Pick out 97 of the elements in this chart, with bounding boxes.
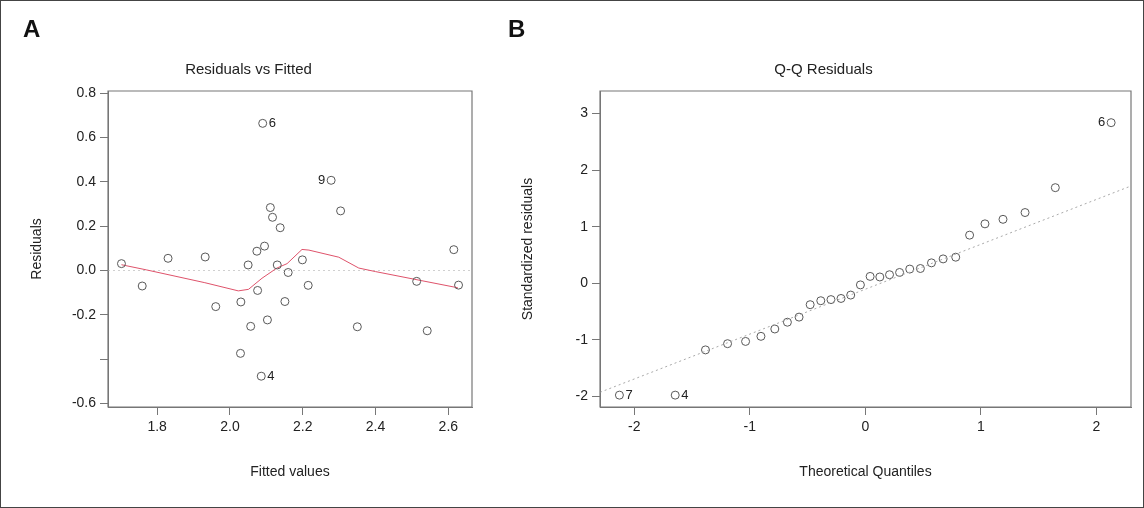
point <box>915 264 925 273</box>
point <box>265 203 275 213</box>
annotation: 9 <box>317 171 326 187</box>
point <box>905 264 915 274</box>
y-tick-label: -0.2 <box>71 305 97 322</box>
point <box>454 280 464 290</box>
text: B <box>508 15 526 43</box>
x-tick-label: 1 <box>976 418 985 435</box>
point <box>980 219 990 229</box>
x-tick-label: 0 <box>861 418 870 435</box>
x-tick-label: 1.8 <box>147 418 168 435</box>
point <box>336 206 346 216</box>
point <box>422 326 432 336</box>
point <box>1050 183 1060 193</box>
y-axis-title: Residuals <box>28 218 45 280</box>
point <box>260 241 270 251</box>
chart-title: Q-Q Residuals <box>774 60 873 78</box>
annotation: 7 <box>625 386 633 402</box>
annotation: 6 <box>268 114 276 130</box>
y-axis-title: Standardized residuals <box>519 177 536 321</box>
y-tick-label: 0.6 <box>76 128 97 145</box>
text: A <box>23 15 41 43</box>
y-tick-label: 0.2 <box>76 217 97 234</box>
annotation: 4 <box>681 386 689 402</box>
x-tick-label: -1 <box>743 418 757 435</box>
x-tick-label: 2 <box>1092 418 1101 435</box>
annotation: 6 <box>1097 114 1106 130</box>
point <box>670 390 680 400</box>
point <box>236 297 246 307</box>
point <box>326 175 336 185</box>
y-tick-label: 2 <box>580 161 589 177</box>
point <box>275 223 285 233</box>
point <box>352 322 362 332</box>
x-tick-label: -2 <box>627 418 641 435</box>
point <box>297 255 307 265</box>
point <box>794 312 804 322</box>
point <box>256 371 266 381</box>
x-axis-title: Fitted values <box>250 463 330 480</box>
point <box>243 260 253 270</box>
point <box>741 336 751 346</box>
point <box>895 267 905 277</box>
point <box>268 212 278 222</box>
point <box>836 293 846 303</box>
x-tick-label: 2.6 <box>438 418 459 435</box>
point <box>723 339 733 349</box>
y-tick-label: -0.6 <box>71 394 97 411</box>
point <box>965 230 975 240</box>
point <box>855 280 865 290</box>
point <box>782 317 792 327</box>
point <box>283 267 293 277</box>
point <box>756 331 766 341</box>
chart-title: Residuals vs Fitted <box>185 60 312 78</box>
point <box>253 285 263 295</box>
point <box>258 118 268 128</box>
point <box>926 258 936 268</box>
x-axis-title: Theoretical Quantiles <box>799 463 932 480</box>
point <box>865 271 875 281</box>
point <box>805 300 815 310</box>
point <box>137 281 147 291</box>
point <box>280 297 290 307</box>
x-tick-label: 2.4 <box>365 418 386 435</box>
point <box>614 390 624 400</box>
x-tick-label: 2.0 <box>220 418 240 435</box>
point <box>412 276 422 286</box>
point <box>816 296 826 306</box>
point <box>700 345 710 355</box>
point <box>246 321 256 331</box>
point <box>770 324 780 334</box>
y-tick-label: 1 <box>580 217 589 234</box>
y-tick-label: 0.0 <box>76 261 97 278</box>
y-tick-label: -2 <box>575 387 589 404</box>
point <box>875 272 885 282</box>
point <box>236 348 245 358</box>
annotation: 4 <box>267 367 275 383</box>
point <box>116 259 126 269</box>
y-tick-label: 0.4 <box>76 172 97 189</box>
point <box>938 254 948 264</box>
y-tick-label: 0 <box>580 274 589 291</box>
point <box>200 252 210 262</box>
point <box>303 280 313 290</box>
y-tick-label: 3 <box>580 104 589 121</box>
y-tick-label: 0.8 <box>76 84 97 101</box>
point <box>1106 118 1116 128</box>
point <box>951 252 961 262</box>
point <box>252 246 262 256</box>
point <box>211 302 221 312</box>
point <box>1020 208 1030 218</box>
point <box>272 260 282 270</box>
point <box>885 270 895 280</box>
point <box>163 253 173 263</box>
point <box>846 290 856 300</box>
point <box>998 214 1008 224</box>
x-tick-label: 2.2 <box>293 418 313 435</box>
y-tick-label: -1 <box>575 330 589 347</box>
point <box>449 245 459 255</box>
point <box>262 315 272 325</box>
point <box>826 295 836 305</box>
